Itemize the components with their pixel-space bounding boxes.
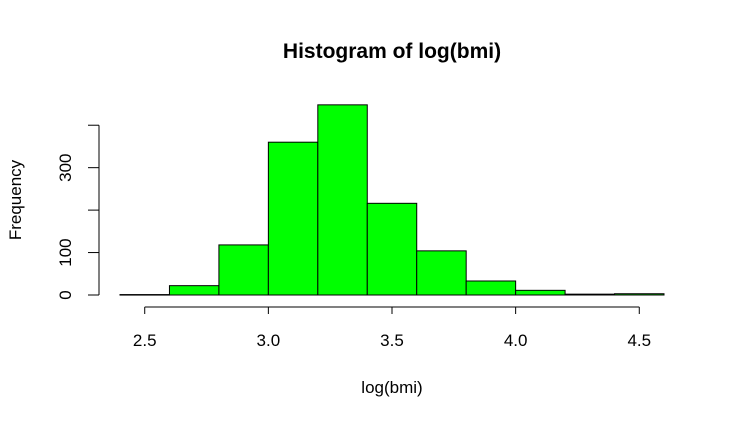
- histogram-bar-9: [564, 293, 616, 296]
- x-tick-label-2: 3.5: [380, 331, 404, 350]
- x-axis-label: log(bmi): [361, 378, 422, 397]
- x-tick-label-1: 3.0: [257, 331, 281, 350]
- y-axis-label: Frequency: [6, 159, 25, 240]
- histogram-bar-3: [267, 141, 319, 296]
- y-axis: 0 100 300: [56, 124, 100, 300]
- histogram-bar-10: [614, 293, 665, 296]
- chart-title: Histogram of log(bmi): [283, 40, 501, 63]
- x-tick-label-0: 2.5: [133, 331, 157, 350]
- y-tick-label-0: 0: [56, 290, 75, 299]
- y-tick-label-1: 100: [56, 238, 75, 266]
- histogram-bar-2: [218, 244, 269, 296]
- histogram-bar-7: [465, 280, 517, 296]
- histogram-bar-4: [317, 104, 368, 296]
- x-axis: 2.5 3.0 3.5 4.0 4.5: [133, 306, 651, 350]
- y-tick-label-3: 300: [56, 153, 75, 181]
- histogram-bar-0: [119, 294, 170, 296]
- x-tick-label-4: 4.5: [627, 331, 651, 350]
- histogram-bar-6: [416, 250, 467, 296]
- histogram-bar-5: [366, 202, 418, 296]
- histogram-bar-8: [515, 289, 566, 296]
- x-tick-label-3: 4.0: [504, 331, 528, 350]
- histogram-bar-1: [168, 285, 220, 296]
- bars-group: [119, 104, 665, 296]
